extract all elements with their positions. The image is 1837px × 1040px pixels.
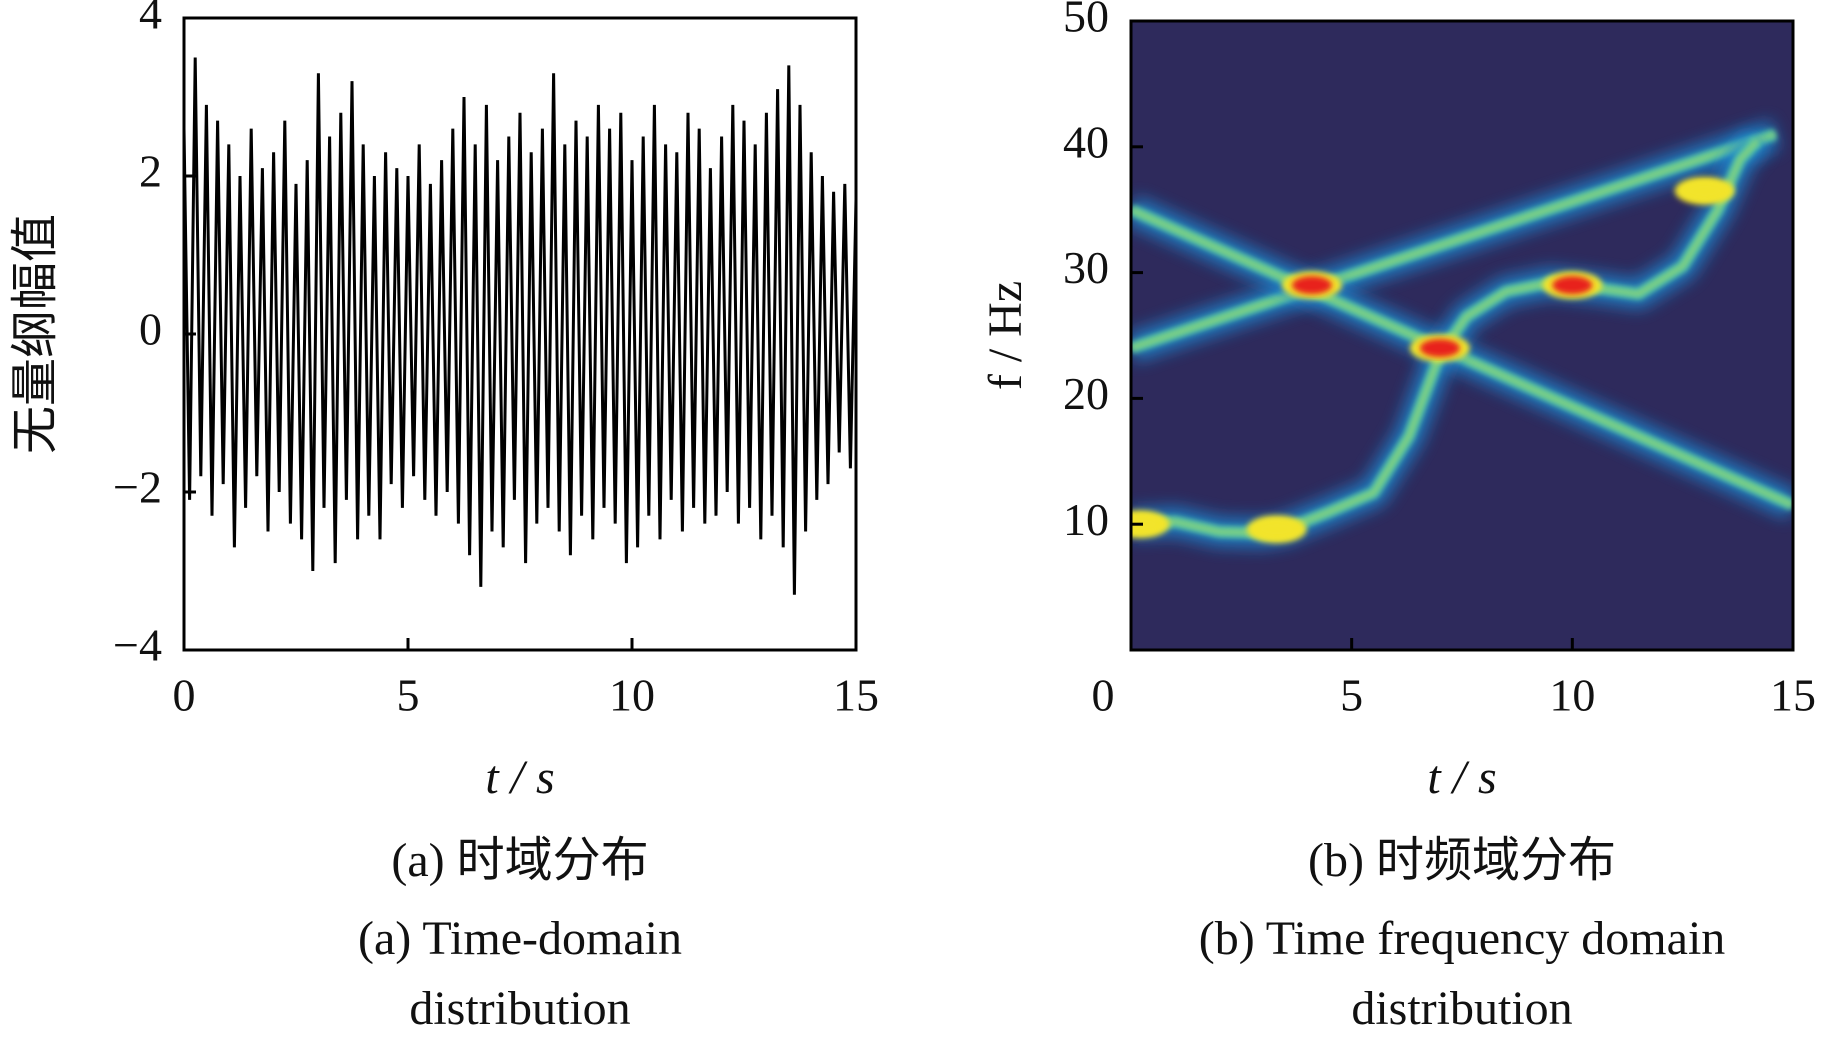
x-tick-label: 15 <box>1770 670 1816 721</box>
ridge-core <box>1131 132 1776 350</box>
y-tick-label: 10 <box>1063 494 1109 545</box>
spectrogram-area <box>1131 119 1793 549</box>
x-tick-label: 10 <box>609 670 655 721</box>
hotspot <box>1684 181 1725 200</box>
x-tick-label: 5 <box>1340 670 1363 721</box>
signal-line <box>182 57 858 595</box>
caption-english: distribution <box>1351 982 1572 1035</box>
caption-english: distribution <box>409 982 630 1035</box>
hotspot <box>1131 515 1160 534</box>
y-tick-label: −2 <box>113 462 162 513</box>
caption-chinese: (b) 时频域分布 <box>1308 834 1616 887</box>
x-tick-label: 0 <box>173 670 196 721</box>
x-tick-label: 10 <box>1549 670 1595 721</box>
y-tick-label: 40 <box>1063 116 1109 167</box>
x-axis-label: t / s <box>485 751 554 804</box>
y-tick-label: 20 <box>1063 368 1109 419</box>
x-tick-label: 5 <box>397 670 420 721</box>
caption-english: (a) Time-domain <box>358 912 682 965</box>
y-tick-label: −4 <box>113 620 162 671</box>
y-tick-label: 30 <box>1063 242 1109 293</box>
y-tick-label: 2 <box>139 146 162 197</box>
chart-panel: 0 5 10 15 −4 −2 0 2 4 t / s 无量纲幅值 (a) 时域分布 (a) Time-… <box>9 0 879 1035</box>
caption-english: (b) Time frequency domain <box>1199 912 1726 965</box>
x-tick-label: 0 <box>1092 670 1115 721</box>
x-tick-label: 15 <box>833 670 879 721</box>
y-axis-label: 无量纲幅值 <box>9 214 62 454</box>
hotspot <box>1419 339 1460 358</box>
hotspot <box>1291 276 1332 295</box>
y-axis-label: f / Hz <box>979 281 1032 390</box>
y-tick-label: 4 <box>139 0 162 39</box>
hotspot <box>1552 276 1593 295</box>
y-tick-label: 0 <box>139 304 162 355</box>
chart-panel: 0 5 10 15 10 20 30 40 50 t / s f / Hz (b) 时频域分布 (b) … <box>979 0 1816 1035</box>
caption-chinese: (a) 时域分布 <box>391 834 648 887</box>
y-tick-label: 50 <box>1063 0 1109 42</box>
x-axis-label: t / s <box>1427 751 1496 804</box>
hotspot <box>1256 520 1297 539</box>
axes-frame <box>1129 19 1795 652</box>
